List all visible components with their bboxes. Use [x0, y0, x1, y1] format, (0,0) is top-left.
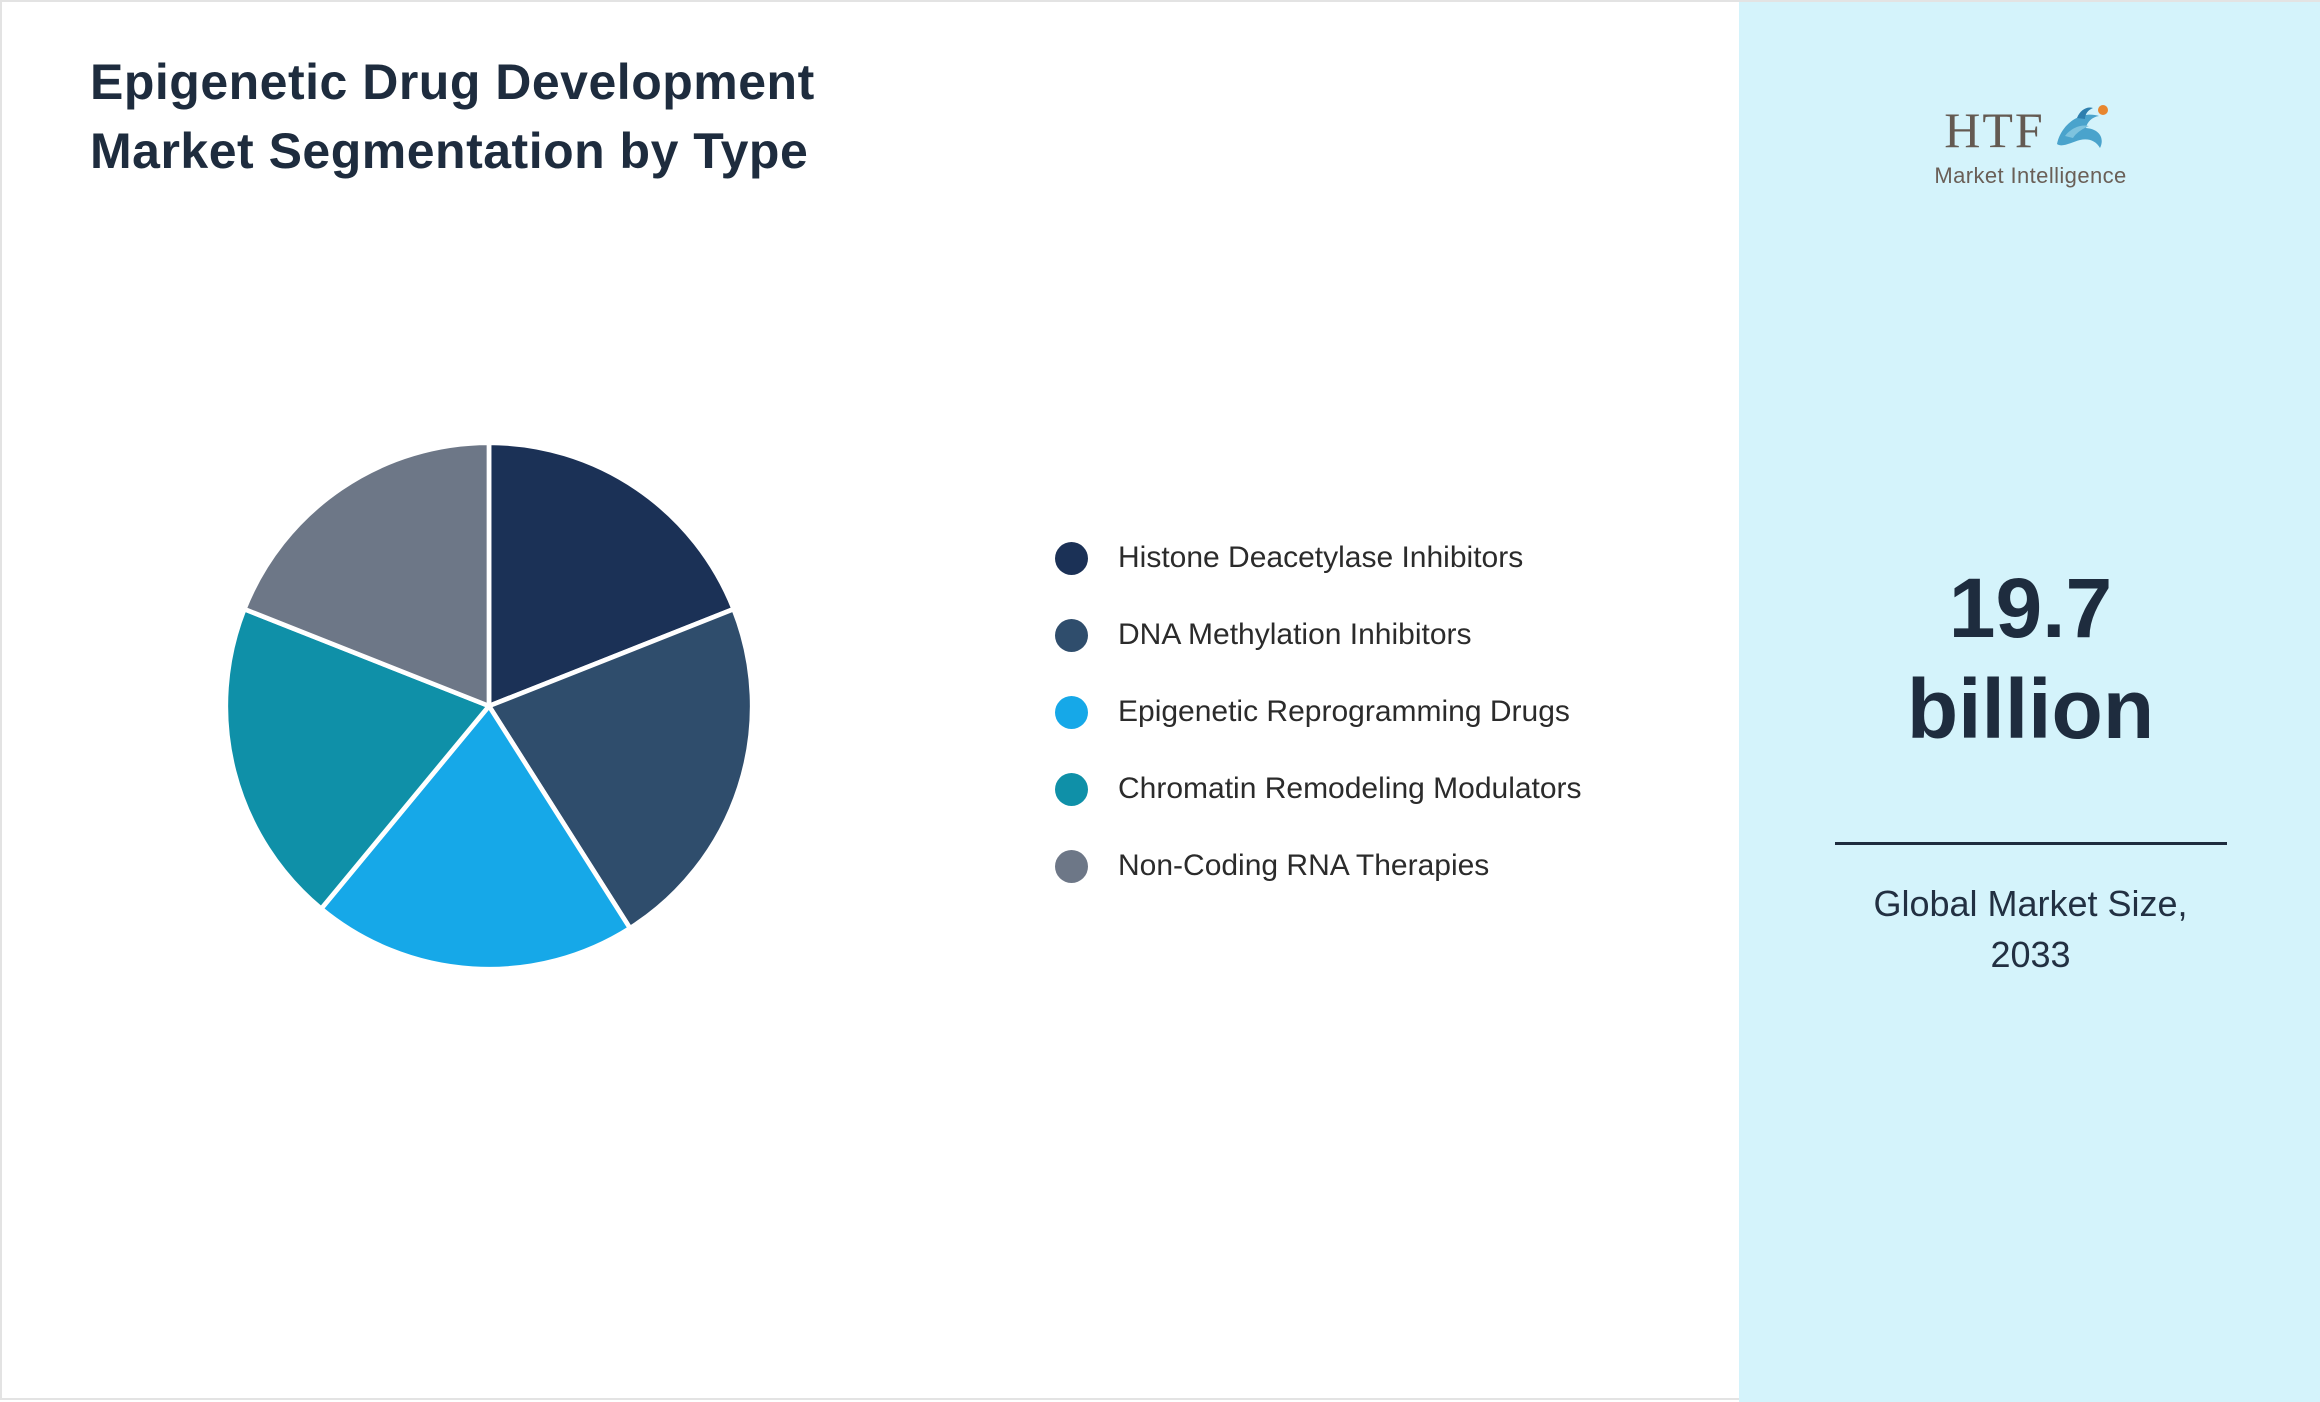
page-title-line1: Epigenetic Drug Development	[90, 54, 815, 110]
pie-chart-container	[207, 424, 771, 988]
legend: Histone Deacetylase Inhibitors DNA Methyl…	[1055, 536, 1582, 888]
legend-item: Epigenetic Reprogramming Drugs	[1055, 690, 1582, 734]
legend-label: Epigenetic Reprogramming Drugs	[1118, 695, 1570, 728]
legend-color-dot	[1055, 618, 1088, 652]
legend-item: Chromatin Remodeling Modulators	[1055, 767, 1582, 811]
legend-label: DNA Methylation Inhibitors	[1118, 618, 1472, 651]
pie-slice	[223, 606, 492, 912]
legend-label: Histone Deacetylase Inhibitors	[1118, 541, 1524, 574]
legend-color-dot	[1055, 849, 1088, 883]
legend-color-dot	[1055, 695, 1088, 729]
pie-slice	[486, 606, 755, 931]
legend-label: Non-Coding RNA Therapies	[1118, 849, 1490, 882]
page-title: Epigenetic Drug Development Market Segme…	[90, 48, 815, 186]
market-size-caption-line2: 2033	[1990, 934, 2071, 976]
divider-line	[1834, 842, 2227, 845]
legend-color-dot	[1055, 541, 1088, 575]
legend-label: Chromatin Remodeling Modulators	[1118, 772, 1582, 805]
market-size-caption-line1: Global Market Size,	[1873, 883, 2188, 924]
legend-item: Histone Deacetylase Inhibitors	[1055, 536, 1582, 580]
market-size-value: 19.7 billion	[1739, 558, 2320, 760]
market-size-caption: Global Market Size, 2033	[1739, 878, 2320, 980]
brand-logo: HTF Market Intelligence	[1739, 98, 2320, 189]
dolphin-icon	[2047, 98, 2117, 161]
logo-subtext: Market Intelligence	[1934, 163, 2127, 188]
pie-slice	[318, 703, 633, 972]
logo-text: HTF	[1944, 101, 2045, 158]
legend-item: DNA Methylation Inhibitors	[1055, 613, 1582, 657]
market-size-unit: billion	[1906, 661, 2155, 756]
legend-color-dot	[1055, 772, 1088, 806]
pie-slice	[241, 440, 492, 709]
sidebar-panel: HTF Market Intelligence 19.7 billion Glo…	[1739, 2, 2320, 1402]
pie-slice	[486, 440, 737, 709]
legend-item: Non-Coding RNA Therapies	[1055, 844, 1582, 888]
page-title-line2: Market Segmentation by Type	[90, 123, 809, 179]
market-size-number: 19.7	[1948, 561, 2113, 655]
pie-chart	[223, 440, 755, 972]
